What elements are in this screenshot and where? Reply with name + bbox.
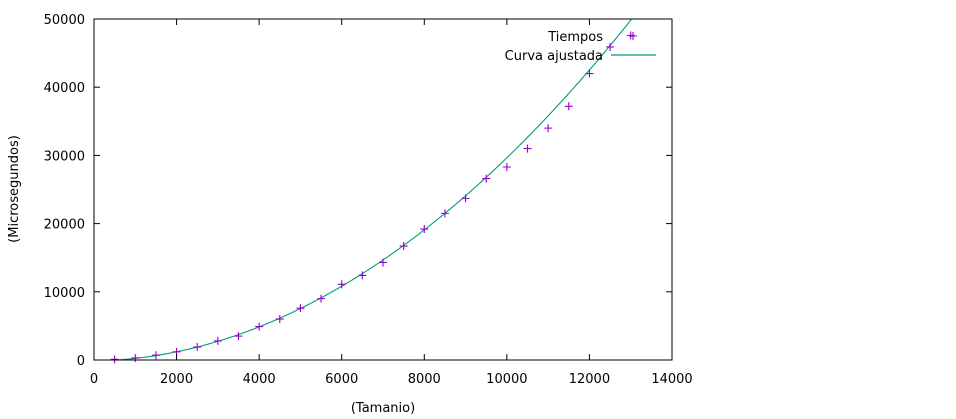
data-point-tiempos: [131, 353, 140, 362]
x-axis-label: (Tamanio): [351, 401, 415, 416]
data-point-tiempos: [317, 294, 326, 303]
data-point-tiempos: [337, 280, 346, 289]
data-point-tiempos: [379, 258, 387, 267]
x-tick-label: 2000: [160, 372, 193, 387]
legend-marker-tiempos: [629, 32, 637, 40]
data-point-tiempos: [296, 304, 305, 313]
data-point-tiempos: [151, 351, 160, 360]
data-point-tiempos: [234, 332, 243, 341]
legend-label-curva-ajustada: Curva ajustada: [505, 49, 603, 64]
x-tick-label: 8000: [408, 372, 441, 387]
data-point-tiempos: [275, 315, 284, 324]
data-point-tiempos: [461, 194, 470, 203]
data-point-tiempos: [502, 162, 511, 171]
x-tick-label: 6000: [325, 372, 358, 387]
data-point-tiempos: [399, 242, 408, 251]
data-point-tiempos: [544, 124, 553, 133]
y-axis-label: (Microsegundos): [7, 135, 22, 243]
y-tick-label: 10000: [44, 286, 85, 301]
legend-label-tiempos: Tiempos: [547, 30, 603, 45]
legend: Tiempos Curva ajustada: [505, 30, 656, 64]
axis-ticks: 0 2000 4000 6000 8000 10000 12000 14000 0 10000 20…: [44, 13, 693, 387]
x-tick-label: 10000: [486, 372, 527, 387]
data-point-tiempos: [606, 42, 615, 51]
plot-frame: [93, 18, 673, 361]
plot-area: [110, 19, 635, 364]
data-point-tiempos: [255, 322, 264, 331]
y-tick-label: 50000: [44, 13, 85, 28]
x-tick-label: 4000: [243, 372, 276, 387]
y-tick-label: 40000: [44, 81, 85, 96]
x-tick-label: 12000: [569, 372, 610, 387]
data-point-tiempos: [420, 225, 429, 234]
data-point-tiempos: [482, 174, 491, 183]
data-point-tiempos: [440, 209, 449, 218]
y-tick-label: 30000: [44, 149, 85, 164]
data-point-tiempos: [564, 102, 573, 111]
y-tick-label: 0: [77, 354, 85, 369]
fitted-curve-line: [114, 19, 633, 360]
y-tick-label: 20000: [44, 218, 85, 233]
data-point-tiempos: [523, 144, 532, 153]
legend-marker-plus: [629, 32, 637, 40]
data-point-tiempos: [110, 355, 119, 364]
data-point-tiempos: [193, 343, 202, 352]
x-tick-label: 14000: [651, 372, 692, 387]
data-point-tiempos: [358, 271, 367, 280]
data-point-tiempos: [585, 69, 594, 78]
x-tick-label: 0: [90, 372, 98, 387]
data-point-tiempos: [213, 336, 222, 345]
